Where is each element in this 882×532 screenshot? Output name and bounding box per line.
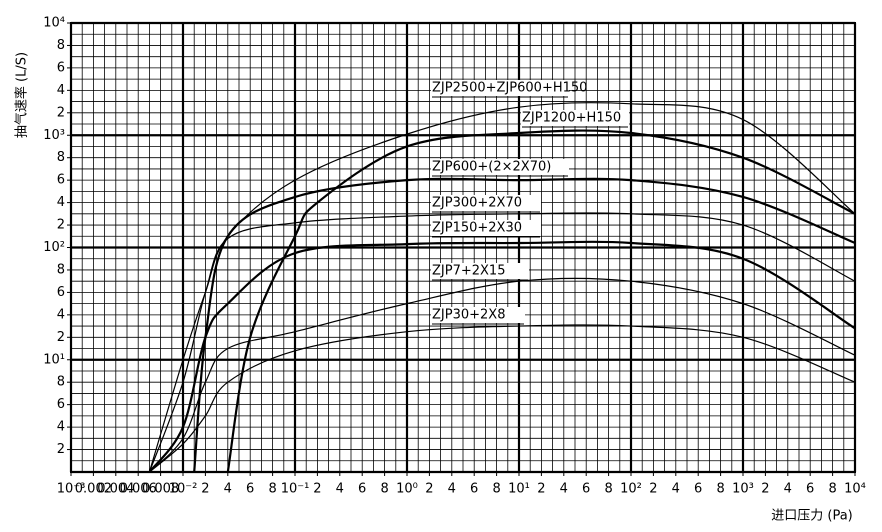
curve: [226, 129, 856, 473]
x-tick-label: 0.008: [142, 482, 179, 497]
x-tick-label: 0.002: [75, 482, 112, 497]
x-tick-label: 6: [806, 482, 814, 497]
label-bg: [431, 220, 541, 236]
x-tick-label: 10³: [732, 482, 754, 497]
curve-label: ZJP7+2X15: [432, 264, 505, 279]
x-tick-label: 10⁻¹: [281, 482, 310, 497]
x-tick-label: 6: [470, 482, 478, 497]
y-tick-label: 8: [57, 262, 65, 277]
x-tick-label: 0.006: [120, 482, 157, 497]
curve-label: ZJP1200+H150: [522, 111, 621, 126]
x-tick-label: 10⁻²: [169, 482, 198, 497]
label-bg: [431, 263, 529, 279]
x-tick-label: 10²: [620, 482, 642, 497]
plot-frame: [70, 22, 856, 473]
y-tick-label: 2: [57, 330, 65, 345]
curve-label: ZJP150+2X30: [432, 221, 522, 236]
x-tick-label: 4: [448, 482, 456, 497]
label-bg: [431, 159, 569, 175]
x-tick-label: 2: [313, 482, 321, 497]
y-tick-label: 8: [57, 150, 65, 165]
x-tick-label: 0.004: [97, 482, 134, 497]
x-tick-label: 6: [358, 482, 366, 497]
label-bg: [521, 110, 629, 126]
x-tick-label: 4: [560, 482, 568, 497]
y-tick-label: 2: [57, 442, 65, 457]
x-tick-label: 8: [380, 482, 388, 497]
y-tick-label: 4: [57, 420, 65, 435]
x-tick-label: 8: [268, 482, 276, 497]
curve: [149, 324, 856, 473]
y-tick-label: 6: [57, 285, 65, 300]
x-tick-label: 2: [201, 482, 209, 497]
y-tick-label: 6: [57, 173, 65, 188]
y-axis-title: 抽气速率 (L/S): [14, 52, 30, 138]
y-tick-label: 6: [57, 60, 65, 75]
x-tick-label: 8: [716, 482, 724, 497]
x-tick-label: 8: [828, 482, 836, 497]
label-bg: [431, 195, 541, 211]
x-tick-label: 6: [246, 482, 254, 497]
y-tick-label: 10¹: [43, 352, 65, 367]
x-tick-label: 2: [537, 482, 545, 497]
y-tick-label: 10³: [43, 128, 65, 143]
x-tick-label: 2: [425, 482, 433, 497]
y-tick-label: 4: [57, 195, 65, 210]
x-tick-label: 10⁰: [396, 482, 418, 497]
curve-label: ZJP30+2X8: [432, 308, 505, 323]
x-tick-label: 2: [649, 482, 657, 497]
curve: [148, 102, 856, 473]
x-tick-label: 8: [604, 482, 612, 497]
curve-label: ZJP2500+ZJP600+H150: [432, 81, 587, 96]
x-tick-label: 4: [784, 482, 792, 497]
x-tick-label: 4: [224, 482, 232, 497]
curve: [148, 277, 856, 473]
label-bg: [431, 80, 569, 96]
curve: [193, 177, 856, 473]
x-tick-label: 10⁴: [844, 482, 866, 497]
y-tick-label: 8: [57, 38, 65, 53]
x-tick-label: 10¹: [508, 482, 530, 497]
x-tick-label: 6: [582, 482, 590, 497]
x-tick-label: 6: [694, 482, 702, 497]
x-tick-label: 4: [672, 482, 680, 497]
y-tick-label: 6: [57, 397, 65, 412]
x-tick-label: 8: [492, 482, 500, 497]
x-axis-title: 进口压力 (Pa): [771, 509, 853, 524]
curve: [148, 212, 856, 473]
y-tick-label: 2: [57, 218, 65, 233]
curve-label: ZJP600+(2×2X70): [432, 160, 551, 175]
x-tick-label: 10⁻³: [57, 482, 86, 497]
y-tick-label: 10⁴: [43, 16, 65, 31]
y-tick-label: 8: [57, 375, 65, 390]
curve: [148, 240, 856, 473]
y-tick-label: 2: [57, 105, 65, 120]
y-tick-label: 10²: [43, 240, 65, 255]
y-tick-label: 4: [57, 307, 65, 322]
curve-label: ZJP300+2X70: [432, 196, 522, 211]
x-tick-label: 4: [336, 482, 344, 497]
x-tick-label: 2: [761, 482, 769, 497]
y-tick-label: 4: [57, 83, 65, 98]
label-bg: [431, 307, 525, 323]
